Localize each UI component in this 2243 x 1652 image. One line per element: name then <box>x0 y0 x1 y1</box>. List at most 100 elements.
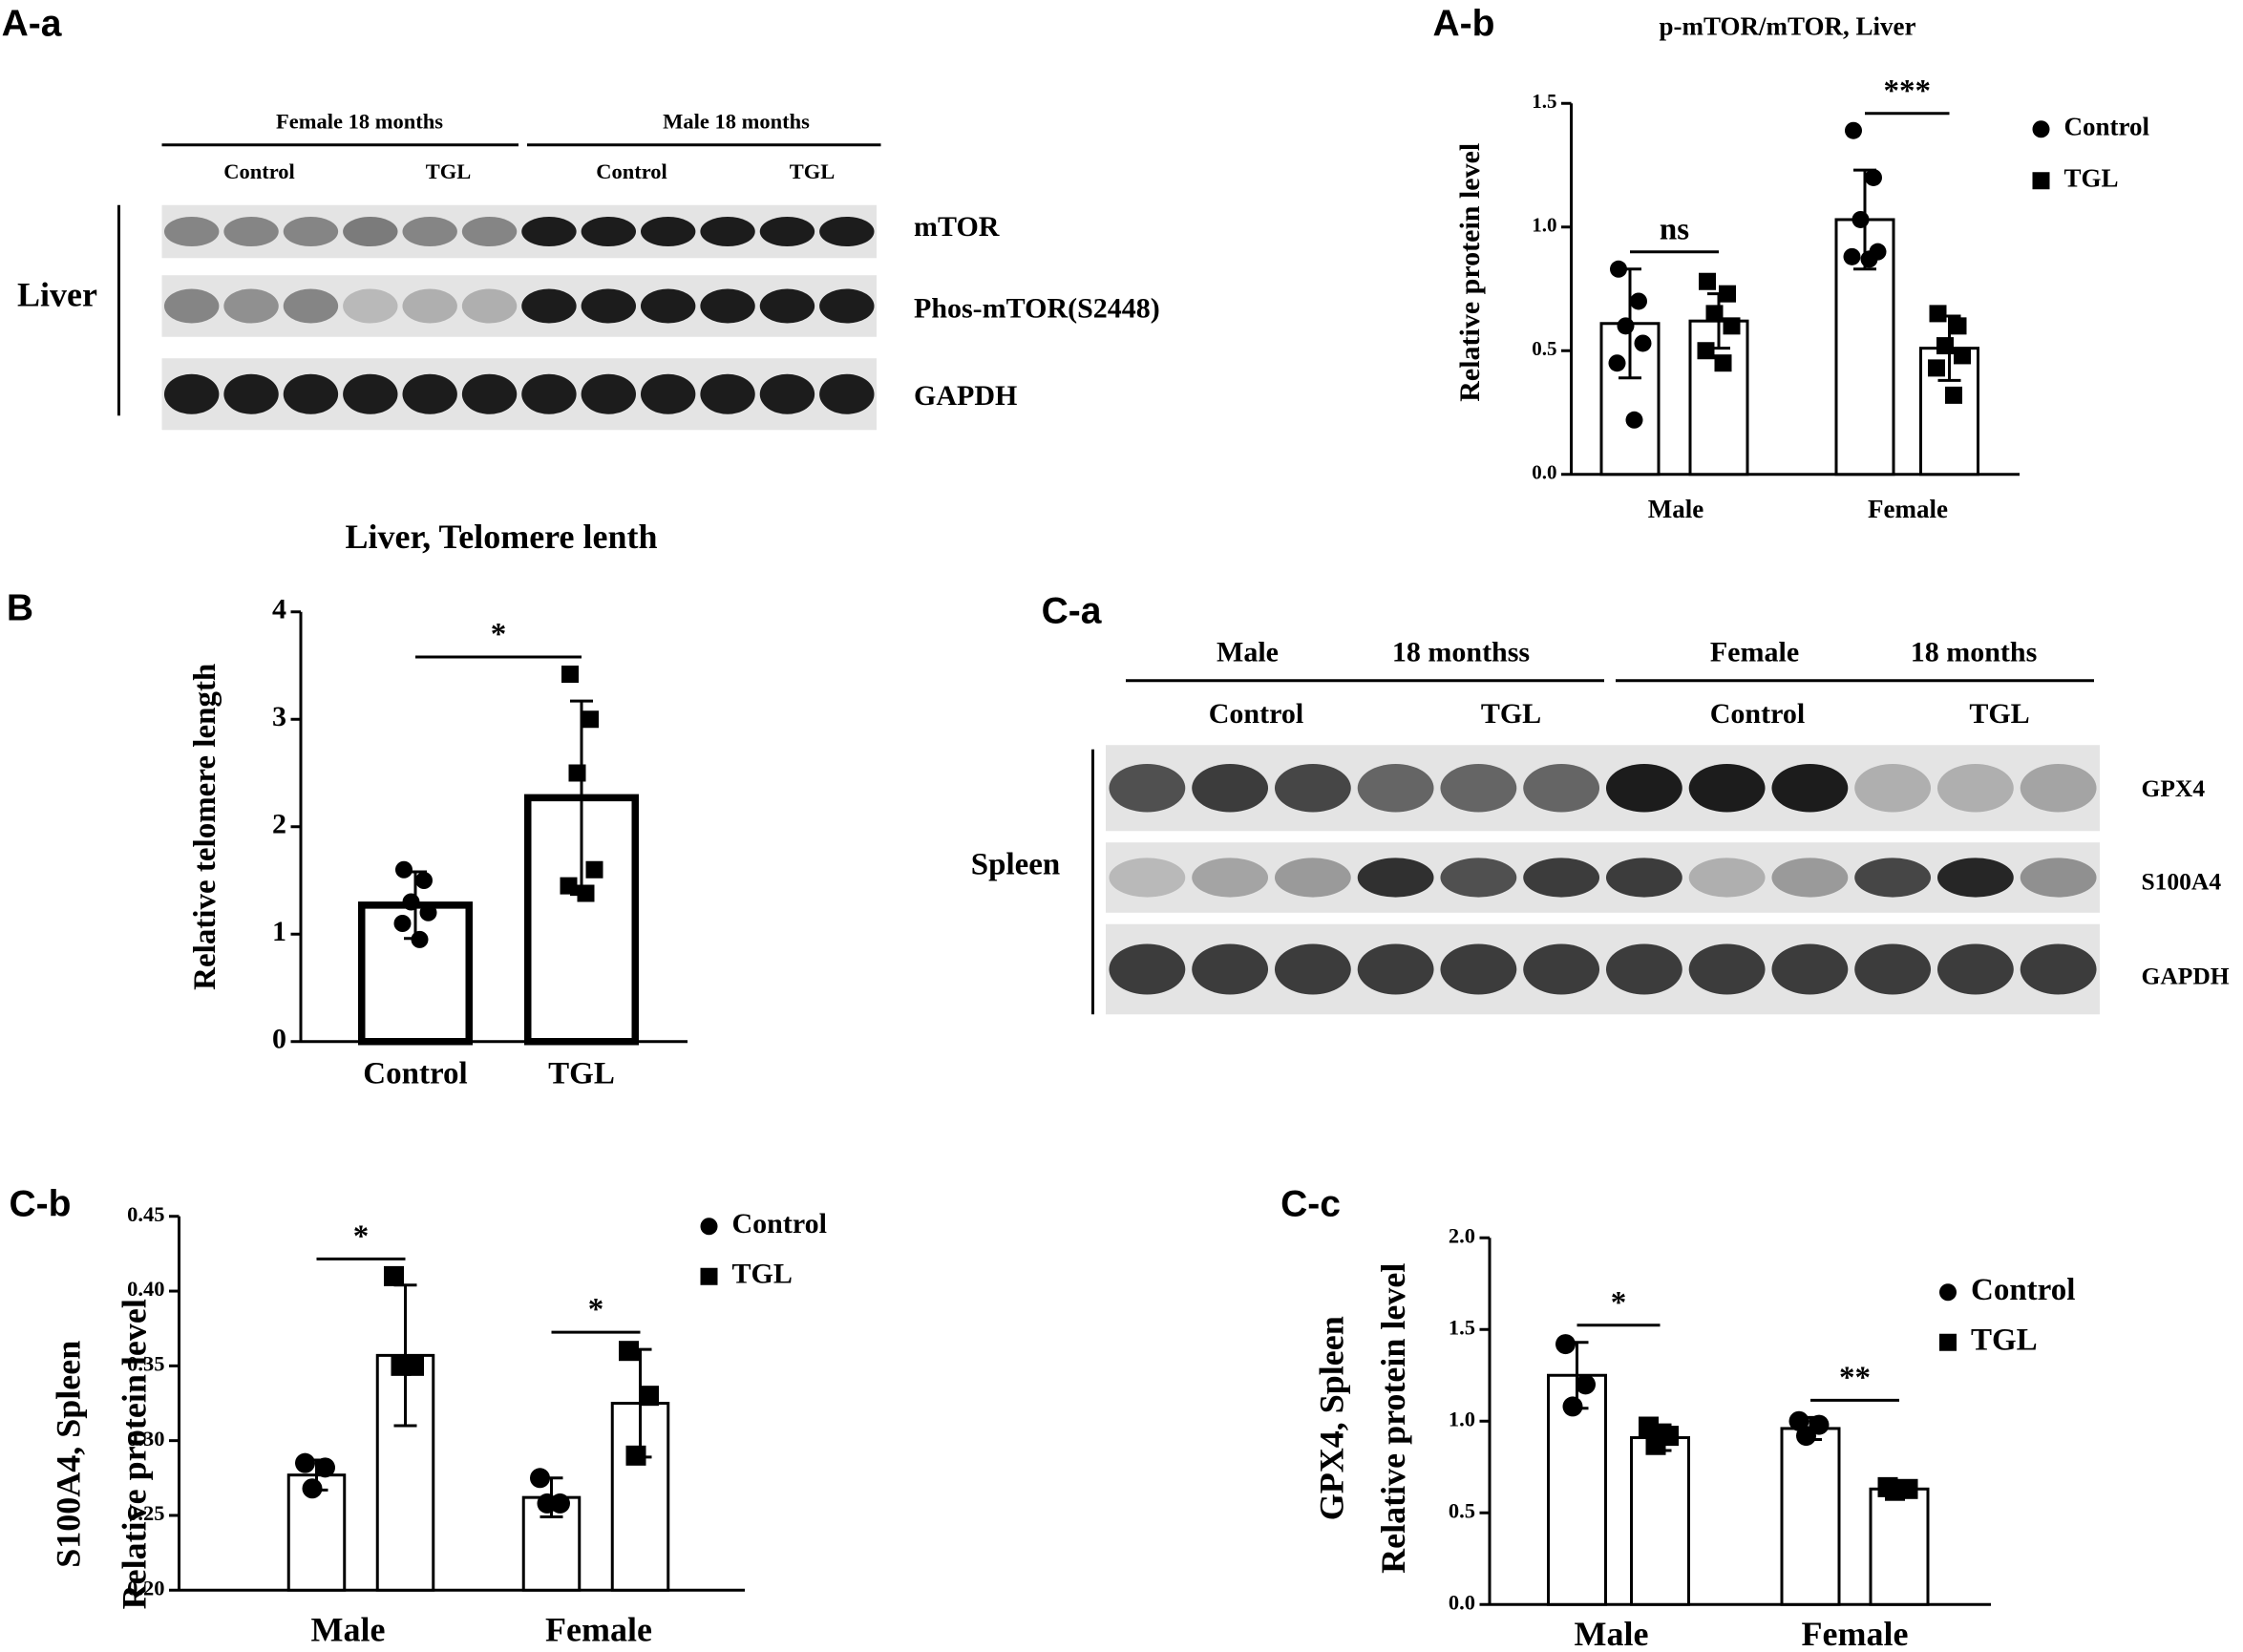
blot-band <box>1854 943 1932 995</box>
y-tick-label: 0.5 <box>1532 337 1556 360</box>
blot-band <box>343 288 398 324</box>
blot-band <box>402 288 457 324</box>
y-tick-label: 1.0 <box>1449 1407 1475 1430</box>
blot-band <box>461 373 518 414</box>
bar <box>1780 1427 1841 1606</box>
blot-band <box>521 288 577 324</box>
data-point <box>1928 359 1945 377</box>
data-point <box>1954 347 1971 365</box>
data-point <box>315 1457 335 1478</box>
blot-band <box>1274 858 1351 898</box>
y-tick-label: 1.5 <box>1532 90 1556 113</box>
group-label: TGL <box>790 159 836 183</box>
y-axis-label: GPX4, Spleen <box>1312 1316 1350 1520</box>
blot-band <box>461 288 518 324</box>
y-tick-label: 0 <box>272 1024 286 1055</box>
y-tick-label: 1 <box>272 916 286 947</box>
data-point <box>1608 354 1626 372</box>
data-point <box>1860 250 1878 268</box>
data-point <box>302 1478 323 1499</box>
data-point <box>415 872 433 889</box>
data-point <box>393 915 412 932</box>
panel-label: C-c <box>1280 1184 1341 1225</box>
data-point <box>1634 334 1652 352</box>
chart-title: p-mTOR/mTOR, Liver <box>1659 11 1915 40</box>
blot-band <box>1605 858 1682 898</box>
blot-band <box>223 288 279 324</box>
x-tick-label: TGL <box>548 1056 615 1091</box>
blot-band <box>1936 764 2014 813</box>
blot-band <box>1605 943 1682 995</box>
blot-band <box>343 373 398 414</box>
panel-label: A-b <box>1433 4 1495 45</box>
blot-band <box>1109 764 1186 813</box>
legend-marker <box>1939 1283 1957 1302</box>
y-tick-label: 1.0 <box>1532 214 1556 237</box>
blot-band <box>223 373 279 414</box>
blot-band <box>283 373 339 414</box>
panel-label: B <box>7 588 33 629</box>
data-point <box>1845 121 1862 139</box>
blot-band <box>1192 764 1269 813</box>
blot-band <box>700 216 755 247</box>
data-point <box>1796 1426 1816 1447</box>
blot-band <box>283 216 339 247</box>
legend-marker <box>1939 1333 1957 1351</box>
band-label: S100A4 <box>2142 868 2222 896</box>
data-point <box>1936 337 1954 355</box>
y-tick-label: 2.0 <box>1449 1223 1475 1247</box>
blot-band <box>640 373 696 414</box>
y-axis-label: Relative telomere length <box>188 664 222 990</box>
blot-band <box>2020 764 2097 813</box>
blot-band <box>640 216 696 247</box>
blot-band <box>759 288 815 324</box>
data-point <box>1555 1334 1576 1355</box>
blot-band <box>163 288 220 324</box>
blot-band <box>521 373 577 414</box>
data-point <box>295 1452 315 1473</box>
blot-header: 18 monthss <box>1392 637 1530 668</box>
data-point <box>1699 272 1716 290</box>
blot-band <box>521 216 577 247</box>
blot-band <box>163 373 220 414</box>
blot-band <box>1771 858 1849 898</box>
y-tick-label: 1.5 <box>1449 1315 1475 1339</box>
data-point <box>639 1386 659 1407</box>
blot-band <box>819 216 875 247</box>
data-point <box>411 930 429 948</box>
x-tick-label: Male <box>1575 1615 1649 1652</box>
y-tick-label: 0.35 <box>127 1352 164 1376</box>
blot-band <box>1688 943 1766 995</box>
significance-label: * <box>588 1293 604 1327</box>
blot-band <box>402 216 457 247</box>
x-tick-label: Male <box>1648 495 1703 523</box>
band-label: GAPDH <box>2142 963 2230 990</box>
blot-band <box>2020 943 2097 995</box>
blot-band <box>581 288 637 324</box>
blot-band <box>1440 764 1517 813</box>
blot-band <box>581 216 637 247</box>
blot-band <box>1688 858 1766 898</box>
blot-band <box>402 373 457 414</box>
group-label: TGL <box>1481 698 1541 730</box>
x-tick-label: Female <box>1868 495 1948 523</box>
legend-marker <box>2032 172 2050 190</box>
data-point <box>582 710 599 729</box>
data-point <box>560 877 578 895</box>
blot-band <box>223 216 279 247</box>
blot-background <box>161 275 877 337</box>
data-point <box>1697 342 1715 360</box>
group-label: TGL <box>426 159 472 183</box>
data-point <box>537 1493 558 1514</box>
blot-band <box>1440 858 1517 898</box>
blot-header: Female 18 months <box>276 109 443 133</box>
bar <box>1869 1487 1930 1606</box>
data-point <box>1719 285 1736 303</box>
blot-band <box>1109 943 1186 995</box>
data-point <box>530 1468 550 1489</box>
data-point <box>1562 1396 1583 1417</box>
blot-band <box>1605 764 1682 813</box>
y-tick-label: 0.45 <box>127 1202 164 1226</box>
tissue-label: Liver <box>17 276 97 314</box>
data-point <box>585 860 603 879</box>
